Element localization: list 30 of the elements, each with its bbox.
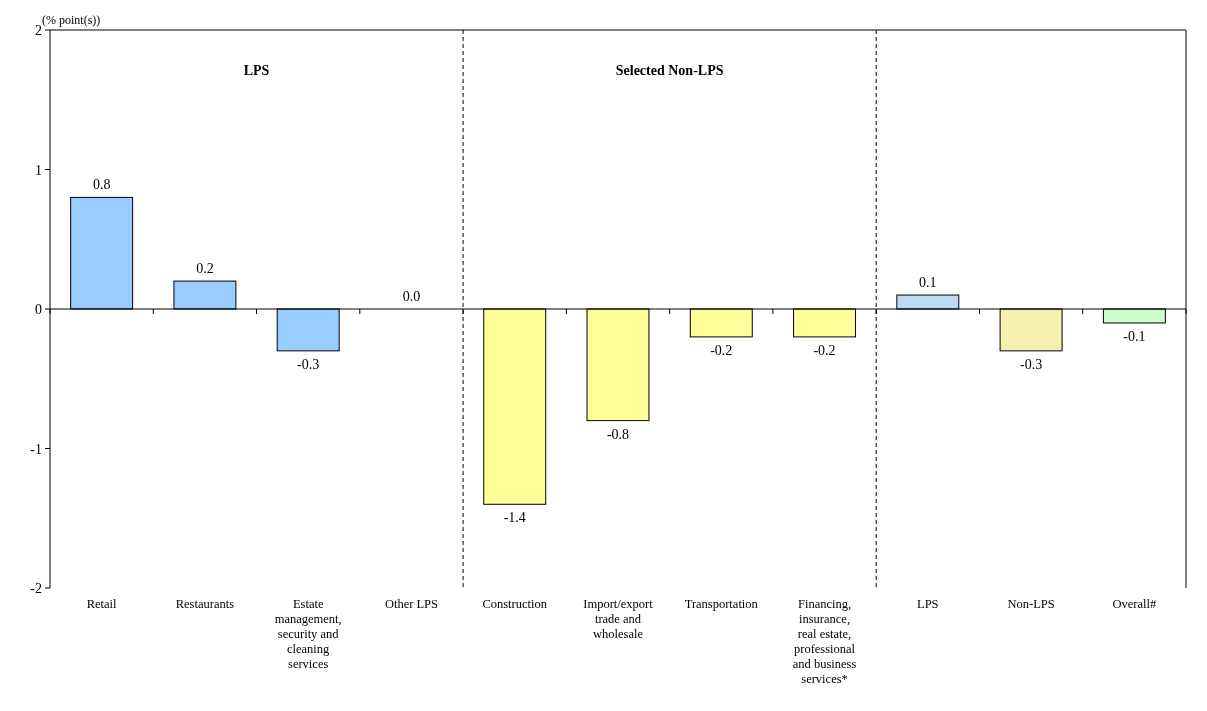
x-tick-label: Other LPS <box>384 597 439 611</box>
x-tick-label: LPS <box>917 597 939 611</box>
data-label: -1.4 <box>503 510 526 526</box>
data-label: -0.8 <box>606 426 630 442</box>
x-tick-label: Construction <box>482 597 548 611</box>
x-tick-label: Estate management, security and cleaning services <box>274 597 342 671</box>
x-tick-label: Overall# <box>1112 597 1157 611</box>
x-tick-label: Transportation <box>684 597 759 611</box>
data-label: -0.2 <box>813 342 836 358</box>
data-label: 0.8 <box>92 177 111 193</box>
x-tick-label: Restaurants <box>175 597 235 611</box>
data-label: -0.1 <box>1123 328 1146 344</box>
x-tick-label: Import/export trade and wholesale <box>583 597 654 641</box>
data-label: -0.3 <box>297 356 320 372</box>
y-tick-label: 2 <box>35 23 42 38</box>
x-tick-label: Financing, insurance, real estate, professional and business services* <box>792 597 857 686</box>
y-axis-title: (% point(s)) <box>42 13 101 27</box>
x-tick-label: Retail <box>86 597 118 611</box>
data-label: 0.0 <box>402 289 421 304</box>
y-tick-label: 0 <box>35 302 42 317</box>
data-label: 0.2 <box>196 261 214 277</box>
data-label: -0.3 <box>1020 356 1043 372</box>
x-tick-label: Non-LPS <box>1007 597 1055 611</box>
annotation: Selected Non-LPS <box>615 63 724 78</box>
y-tick-label: -1 <box>30 441 42 457</box>
y-tick-label: 1 <box>35 162 42 178</box>
data-label: -0.2 <box>710 342 733 358</box>
y-tick-label: -2 <box>30 581 42 596</box>
annotation: LPS <box>243 63 270 78</box>
data-label: 0.1 <box>919 275 937 291</box>
